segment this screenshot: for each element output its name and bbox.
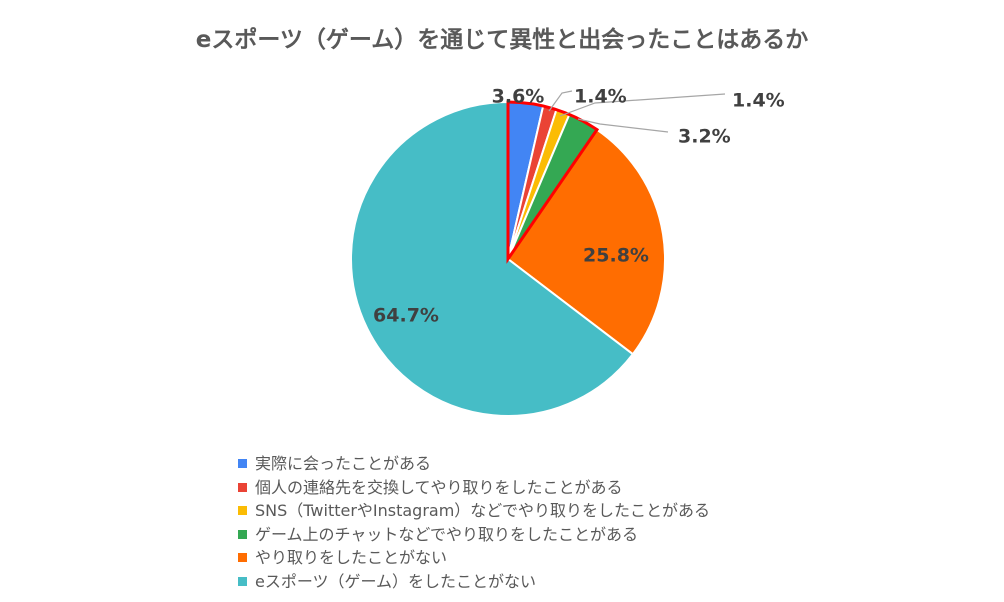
legend-item: 実際に会ったことがある <box>238 452 710 476</box>
legend-swatch <box>238 459 247 469</box>
data-label: 3.6% <box>492 86 545 108</box>
data-label: 1.4% <box>574 86 627 108</box>
leader-line <box>577 118 669 133</box>
data-label: 3.2% <box>678 126 731 148</box>
legend-swatch <box>238 482 247 492</box>
legend-label: 個人の連絡先を交換してやり取りをしたことがある <box>255 477 623 497</box>
data-label: 64.7% <box>373 305 439 327</box>
leader-line <box>548 90 573 112</box>
legend: 実際に会ったことがある個人の連絡先を交換してやり取りをしたことがある SNS（Tw… <box>238 452 710 593</box>
pie-slice <box>350 100 635 417</box>
legend-label: ゲーム上のチャットなどでやり取りをしたことがある <box>255 524 639 544</box>
legend-label: eスポーツ（ゲーム）をしたことがない <box>255 571 537 591</box>
legend-item: eスポーツ（ゲーム）をしたことがない <box>238 570 710 594</box>
pie-slice <box>506 128 666 356</box>
data-label: 1.4% <box>732 90 785 112</box>
legend-label: SNS（TwitterやInstagram）などでやり取りをしたことがある <box>255 501 710 520</box>
legend-swatch <box>238 506 247 516</box>
leader-line <box>559 93 726 117</box>
legend-swatch <box>238 576 247 586</box>
data-label: 25.8% <box>583 245 649 267</box>
legend-item: 個人の連絡先を交換してやり取りをしたことがある <box>238 476 710 500</box>
chart-title: eスポーツ（ゲーム）を通じて異性と出会ったことはあるか <box>195 27 809 53</box>
legend-item: やり取りをしたことがない <box>238 546 710 570</box>
legend-swatch <box>238 553 247 563</box>
legend-item: ゲーム上のチャットなどでやり取りをしたことがある <box>238 523 710 547</box>
legend-swatch <box>238 529 247 539</box>
highlight-outline <box>506 100 600 264</box>
legend-item: SNS（TwitterやInstagram）などでやり取りをしたことがある <box>238 499 710 523</box>
legend-label: 実際に会ったことがある <box>255 454 432 473</box>
legend-label: やり取りをしたことがない <box>255 548 448 567</box>
